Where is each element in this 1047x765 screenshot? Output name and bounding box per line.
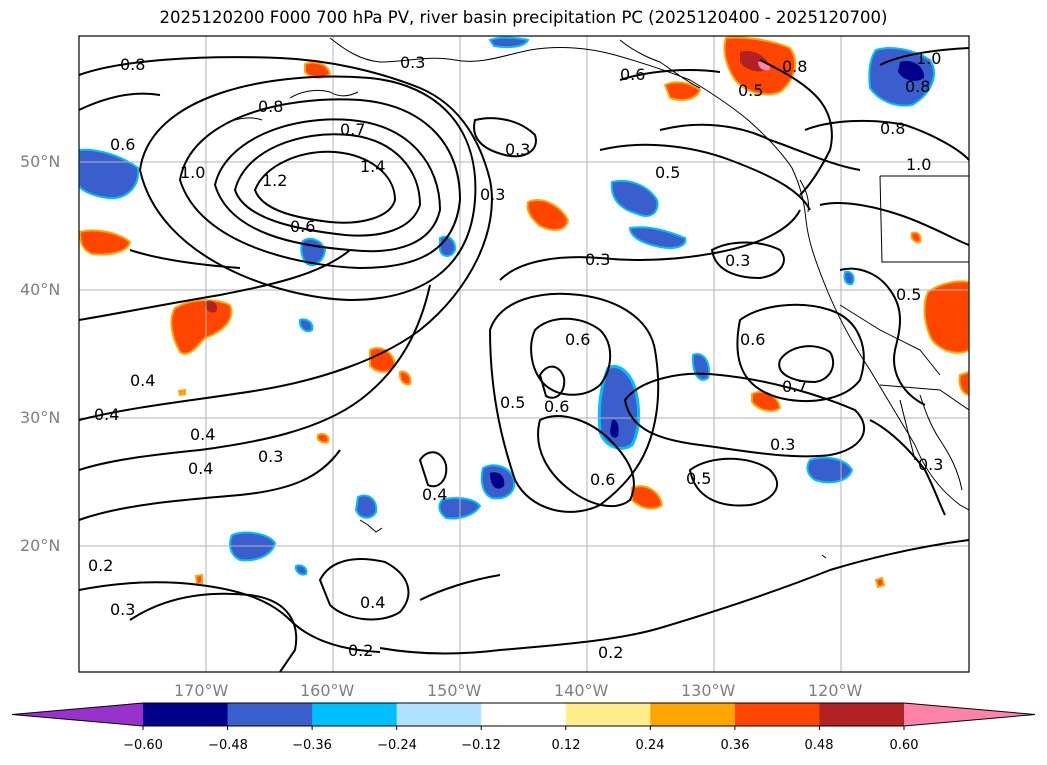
contour-label: 0.5 bbox=[738, 81, 763, 100]
colorbar-segment bbox=[396, 703, 482, 726]
contour-label: 0.8 bbox=[880, 119, 905, 138]
contour-label: 0.8 bbox=[782, 57, 807, 76]
contour-label: 0.2 bbox=[88, 556, 113, 575]
contour-label: 0.6 bbox=[290, 217, 315, 236]
colorbar-tick-label: −0.36 bbox=[292, 738, 332, 753]
lat-label-20n: 20°N bbox=[20, 536, 61, 555]
colorbar-segment bbox=[143, 703, 229, 726]
colorbar-tick-label: −0.48 bbox=[208, 738, 248, 753]
contour-label: 0.3 bbox=[480, 185, 505, 204]
colorbar-segment bbox=[227, 703, 313, 726]
contour-label: 1.4 bbox=[360, 157, 385, 176]
contour-label: 0.5 bbox=[655, 163, 680, 182]
colorbar-segment bbox=[565, 703, 651, 726]
colorbar-tick-label: 0.24 bbox=[635, 738, 665, 753]
graticule bbox=[79, 36, 969, 672]
contour-label: 0.6 bbox=[565, 330, 590, 349]
contour-label: 0.3 bbox=[918, 455, 943, 474]
contour-label: 1.0 bbox=[906, 155, 931, 174]
colorbar-extend-low bbox=[12, 703, 143, 726]
contour-label: 0.2 bbox=[348, 641, 373, 660]
contour-label: 0.8 bbox=[905, 77, 930, 96]
contour-label: 0.4 bbox=[422, 485, 447, 504]
colorbar-segment bbox=[481, 703, 567, 726]
map-panel: 0.8 0.6 0.8 0.7 1.4 1.0 1.2 0.6 0.3 0.3 … bbox=[79, 36, 969, 672]
contour-label: 1.0 bbox=[180, 163, 205, 182]
lon-label-150w: 150°W bbox=[427, 681, 482, 700]
contour-label: 0.4 bbox=[188, 459, 213, 478]
contour-label: 0.6 bbox=[110, 135, 135, 154]
contour-label: 0.6 bbox=[740, 330, 765, 349]
colorbar-segment bbox=[819, 703, 905, 726]
lon-label-170w: 170°W bbox=[174, 681, 229, 700]
lon-label-120w: 120°W bbox=[808, 681, 863, 700]
colorbar-tick-label: 0.36 bbox=[720, 738, 750, 753]
colorbar-tick-label: 0.48 bbox=[804, 738, 834, 753]
lat-label-50n: 50°N bbox=[20, 152, 61, 171]
contour-label: 1.0 bbox=[916, 49, 941, 68]
precip-positive-shading bbox=[79, 36, 969, 589]
colorbar-segment bbox=[312, 703, 398, 726]
lon-label-160w: 160°W bbox=[300, 681, 355, 700]
lon-label-140w: 140°W bbox=[554, 681, 609, 700]
contour-label: 0.3 bbox=[110, 600, 135, 619]
colorbar-tick-label: 0.60 bbox=[889, 738, 919, 753]
colorbar bbox=[11, 702, 1036, 730]
colorbar-segment bbox=[734, 703, 820, 726]
lon-label-130w: 130°W bbox=[681, 681, 736, 700]
map-frame bbox=[78, 35, 970, 673]
map-title: 2025120200 F000 700 hPa PV, river basin … bbox=[159, 8, 888, 27]
pv-contours bbox=[79, 47, 969, 672]
colorbar-tick-label: −0.60 bbox=[123, 738, 163, 753]
contour-label: 0.4 bbox=[94, 405, 119, 424]
contour-label: 0.3 bbox=[258, 447, 283, 466]
lat-label-30n: 30°N bbox=[20, 408, 61, 427]
contour-label: 0.8 bbox=[258, 97, 283, 116]
colorbar-extend-high bbox=[904, 703, 1035, 726]
lat-label-40n: 40°N bbox=[20, 280, 61, 299]
colorbar-tick-label: 0.12 bbox=[551, 738, 581, 753]
contour-labels: 0.8 0.6 0.8 0.7 1.4 1.0 1.2 0.6 0.3 0.3 … bbox=[88, 49, 943, 662]
contour-label: 0.2 bbox=[598, 643, 623, 662]
contour-label: 0.5 bbox=[500, 393, 525, 412]
contour-label: 0.3 bbox=[585, 250, 610, 269]
contour-label: 0.3 bbox=[505, 140, 530, 159]
contour-label: 0.5 bbox=[686, 469, 711, 488]
contour-label: 0.5 bbox=[896, 285, 921, 304]
contour-label: 0.7 bbox=[782, 377, 807, 396]
colorbar-tick-label: −0.24 bbox=[377, 738, 417, 753]
contour-label: 0.6 bbox=[590, 470, 615, 489]
contour-label: 0.4 bbox=[190, 425, 215, 444]
contour-label: 1.2 bbox=[262, 171, 287, 190]
colorbar-segment bbox=[650, 703, 736, 726]
contour-label: 0.3 bbox=[725, 251, 750, 270]
contour-label: 0.4 bbox=[130, 371, 155, 390]
contour-label: 0.6 bbox=[620, 65, 645, 84]
contour-label: 0.7 bbox=[340, 120, 365, 139]
contour-label: 0.3 bbox=[400, 53, 425, 72]
contour-label: 0.8 bbox=[120, 55, 145, 74]
contour-label: 0.3 bbox=[770, 435, 795, 454]
colorbar-tick-label: −0.12 bbox=[461, 738, 501, 753]
contour-label: 0.4 bbox=[360, 593, 385, 612]
contour-label: 0.6 bbox=[544, 397, 569, 416]
